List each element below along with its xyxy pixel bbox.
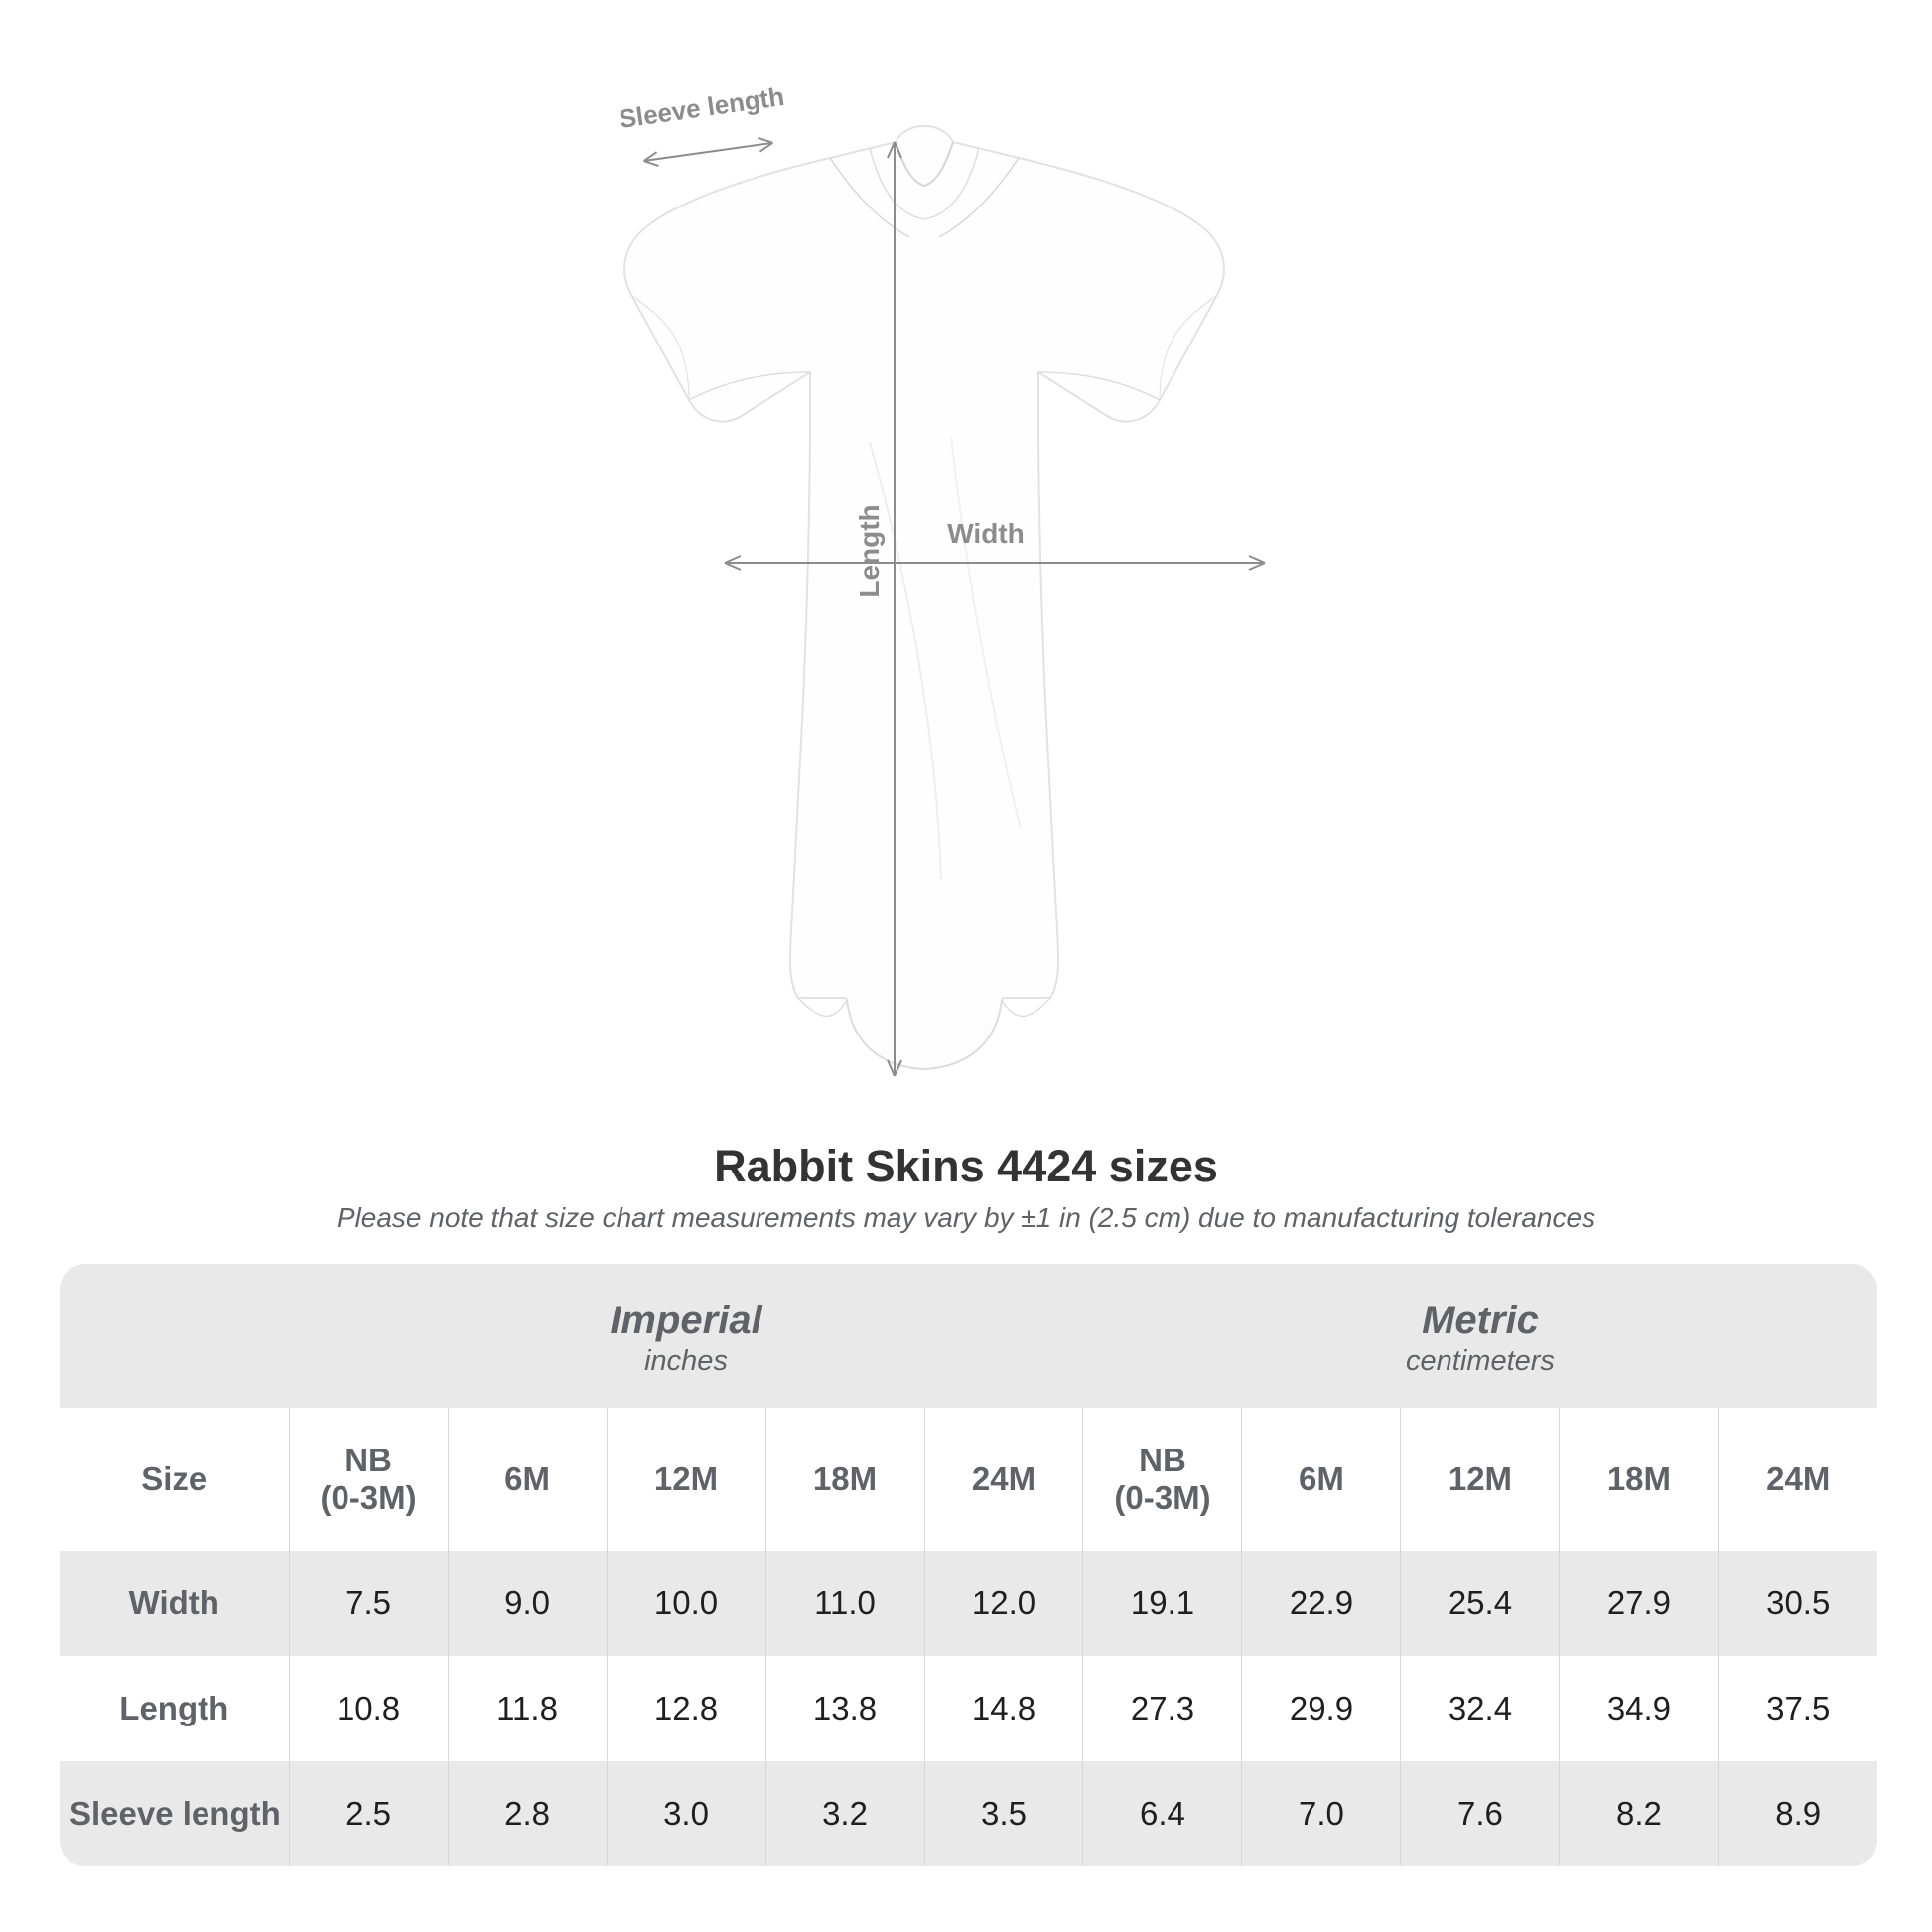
- svg-text:Sleeve length: Sleeve length: [618, 81, 786, 134]
- svg-text:Width: Width: [947, 518, 1025, 549]
- svg-text:Length: Length: [854, 504, 885, 597]
